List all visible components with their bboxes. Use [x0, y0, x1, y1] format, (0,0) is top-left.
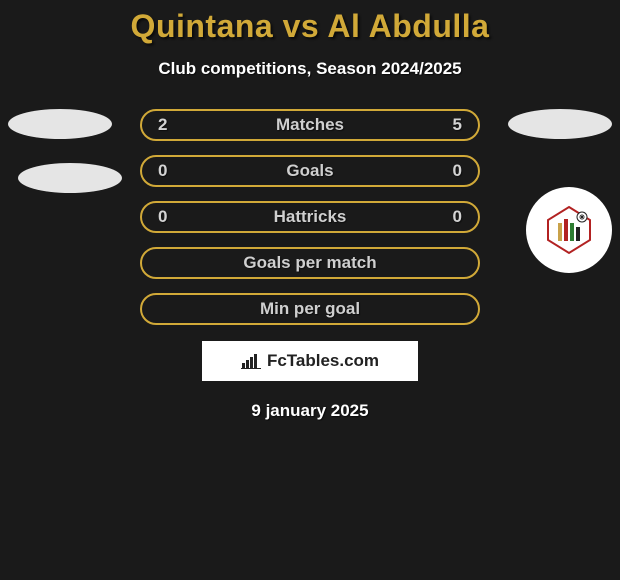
club-crest-icon [542, 203, 596, 257]
stat-bar-matches: 2 Matches 5 [140, 109, 480, 141]
placeholder-ellipse [18, 163, 122, 193]
comparison-card: Quintana vs Al Abdulla Club competitions… [0, 0, 620, 580]
stat-bars: 2 Matches 5 0 Goals 0 0 Hattricks 0 Goal… [140, 109, 480, 325]
stat-bar-goals-per-match: Goals per match [140, 247, 480, 279]
stats-area: 2 Matches 5 0 Goals 0 0 Hattricks 0 Goal… [0, 109, 620, 421]
stat-label: Hattricks [142, 207, 478, 227]
placeholder-ellipse [8, 109, 112, 139]
stat-bar-goals: 0 Goals 0 [140, 155, 480, 187]
date-label: 9 january 2025 [0, 401, 620, 421]
page-title: Quintana vs Al Abdulla [0, 8, 620, 45]
stat-label: Matches [142, 115, 478, 135]
stat-bar-hattricks: 0 Hattricks 0 [140, 201, 480, 233]
team-badge-right [526, 187, 612, 273]
stat-bar-min-per-goal: Min per goal [140, 293, 480, 325]
stat-label: Goals per match [142, 253, 478, 273]
watermark-label: FcTables.com [267, 351, 379, 371]
stat-label: Min per goal [142, 299, 478, 319]
bar-chart-icon [241, 353, 261, 369]
stat-label: Goals [142, 161, 478, 181]
placeholder-ellipse [508, 109, 612, 139]
team-badge-right-inner [536, 197, 602, 263]
subtitle: Club competitions, Season 2024/2025 [0, 59, 620, 79]
watermark: FcTables.com [202, 341, 418, 381]
